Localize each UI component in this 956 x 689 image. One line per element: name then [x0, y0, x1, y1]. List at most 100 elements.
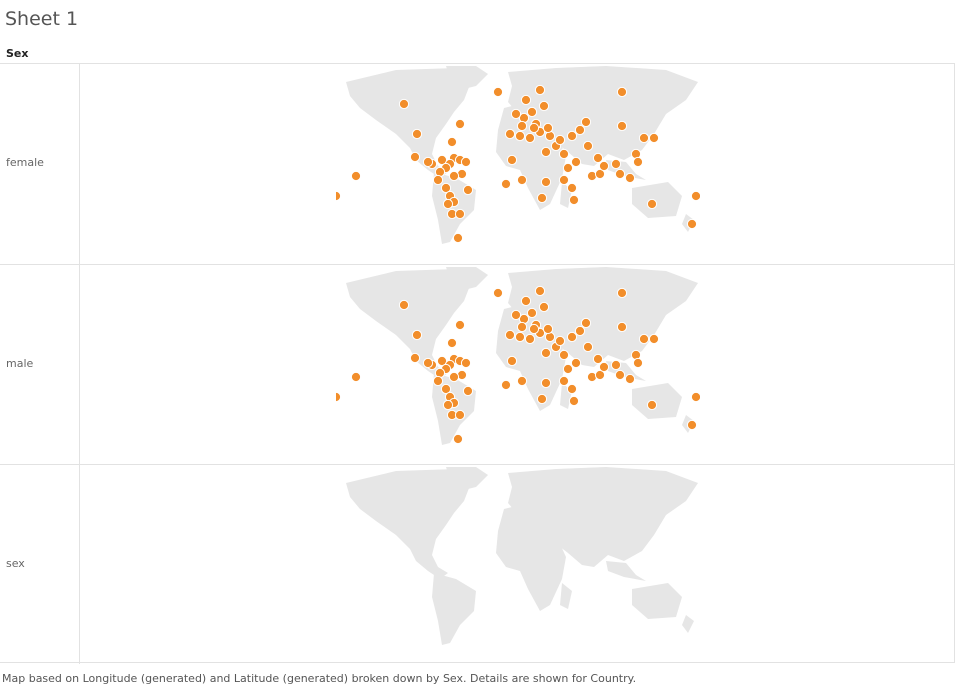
- country-mark[interactable]: [686, 419, 698, 431]
- country-mark[interactable]: [446, 337, 458, 349]
- country-mark[interactable]: [594, 168, 606, 180]
- country-mark[interactable]: [598, 160, 610, 172]
- country-mark[interactable]: [592, 152, 604, 164]
- country-mark[interactable]: [616, 321, 628, 333]
- world-map-male[interactable]: [336, 265, 700, 455]
- country-mark[interactable]: [520, 94, 532, 106]
- country-mark[interactable]: [462, 184, 474, 196]
- country-mark[interactable]: [398, 98, 410, 110]
- country-mark[interactable]: [638, 333, 650, 345]
- country-mark[interactable]: [446, 136, 458, 148]
- country-mark[interactable]: [690, 391, 700, 403]
- country-mark[interactable]: [454, 118, 466, 130]
- country-mark[interactable]: [624, 172, 636, 184]
- country-mark[interactable]: [534, 84, 546, 96]
- country-mark[interactable]: [542, 122, 554, 134]
- world-map-female[interactable]: [336, 64, 700, 254]
- country-mark[interactable]: [538, 100, 550, 112]
- country-mark[interactable]: [686, 218, 698, 230]
- country-mark[interactable]: [582, 140, 594, 152]
- country-mark[interactable]: [514, 331, 526, 343]
- country-mark[interactable]: [492, 86, 504, 98]
- country-mark[interactable]: [516, 321, 528, 333]
- country-mark[interactable]: [558, 375, 570, 387]
- country-mark[interactable]: [454, 319, 466, 331]
- country-mark[interactable]: [516, 120, 528, 132]
- country-mark[interactable]: [526, 307, 538, 319]
- country-mark[interactable]: [558, 174, 570, 186]
- country-mark[interactable]: [616, 86, 628, 98]
- country-mark[interactable]: [646, 198, 658, 210]
- country-mark[interactable]: [432, 375, 444, 387]
- country-mark[interactable]: [540, 347, 552, 359]
- country-mark[interactable]: [504, 329, 516, 341]
- country-mark[interactable]: [350, 170, 362, 182]
- country-mark[interactable]: [516, 174, 528, 186]
- country-mark[interactable]: [540, 377, 552, 389]
- country-mark[interactable]: [436, 355, 448, 367]
- country-mark[interactable]: [568, 395, 580, 407]
- country-mark[interactable]: [558, 349, 570, 361]
- country-mark[interactable]: [580, 116, 592, 128]
- country-mark[interactable]: [510, 108, 522, 120]
- country-mark[interactable]: [506, 355, 518, 367]
- country-mark[interactable]: [570, 156, 582, 168]
- country-mark[interactable]: [648, 132, 660, 144]
- country-mark[interactable]: [632, 357, 644, 369]
- country-mark[interactable]: [409, 352, 421, 364]
- country-mark[interactable]: [570, 357, 582, 369]
- country-mark[interactable]: [448, 371, 460, 383]
- country-mark[interactable]: [562, 363, 574, 375]
- country-mark[interactable]: [566, 130, 578, 142]
- country-mark[interactable]: [510, 309, 522, 321]
- country-mark[interactable]: [336, 190, 342, 202]
- country-mark[interactable]: [638, 132, 650, 144]
- country-mark[interactable]: [616, 120, 628, 132]
- country-mark[interactable]: [411, 329, 423, 341]
- country-mark[interactable]: [422, 156, 434, 168]
- country-mark[interactable]: [452, 232, 464, 244]
- country-mark[interactable]: [432, 174, 444, 186]
- country-mark[interactable]: [558, 148, 570, 160]
- country-mark[interactable]: [336, 391, 342, 403]
- country-mark[interactable]: [460, 357, 472, 369]
- country-mark[interactable]: [442, 198, 454, 210]
- country-mark[interactable]: [440, 383, 452, 395]
- country-mark[interactable]: [526, 106, 538, 118]
- country-mark[interactable]: [614, 168, 626, 180]
- country-mark[interactable]: [598, 361, 610, 373]
- country-mark[interactable]: [540, 146, 552, 158]
- country-mark[interactable]: [350, 371, 362, 383]
- country-mark[interactable]: [594, 369, 606, 381]
- country-mark[interactable]: [542, 323, 554, 335]
- country-mark[interactable]: [540, 176, 552, 188]
- country-mark[interactable]: [690, 190, 700, 202]
- country-mark[interactable]: [568, 194, 580, 206]
- country-mark[interactable]: [632, 156, 644, 168]
- country-mark[interactable]: [460, 156, 472, 168]
- country-mark[interactable]: [536, 192, 548, 204]
- country-mark[interactable]: [614, 369, 626, 381]
- map-pane-sex[interactable]: [81, 465, 954, 664]
- country-mark[interactable]: [500, 379, 512, 391]
- country-mark[interactable]: [440, 182, 452, 194]
- country-mark[interactable]: [500, 178, 512, 190]
- country-mark[interactable]: [516, 375, 528, 387]
- country-mark[interactable]: [422, 357, 434, 369]
- country-mark[interactable]: [566, 331, 578, 343]
- country-mark[interactable]: [454, 409, 466, 421]
- country-mark[interactable]: [562, 162, 574, 174]
- map-pane-female[interactable]: [81, 64, 954, 264]
- country-mark[interactable]: [554, 134, 566, 146]
- country-mark[interactable]: [454, 208, 466, 220]
- country-mark[interactable]: [524, 333, 536, 345]
- country-mark[interactable]: [592, 353, 604, 365]
- country-mark[interactable]: [554, 335, 566, 347]
- country-mark[interactable]: [452, 433, 464, 445]
- country-mark[interactable]: [580, 317, 592, 329]
- country-mark[interactable]: [528, 323, 540, 335]
- country-mark[interactable]: [442, 399, 454, 411]
- country-mark[interactable]: [574, 325, 586, 337]
- country-mark[interactable]: [506, 154, 518, 166]
- country-mark[interactable]: [528, 122, 540, 134]
